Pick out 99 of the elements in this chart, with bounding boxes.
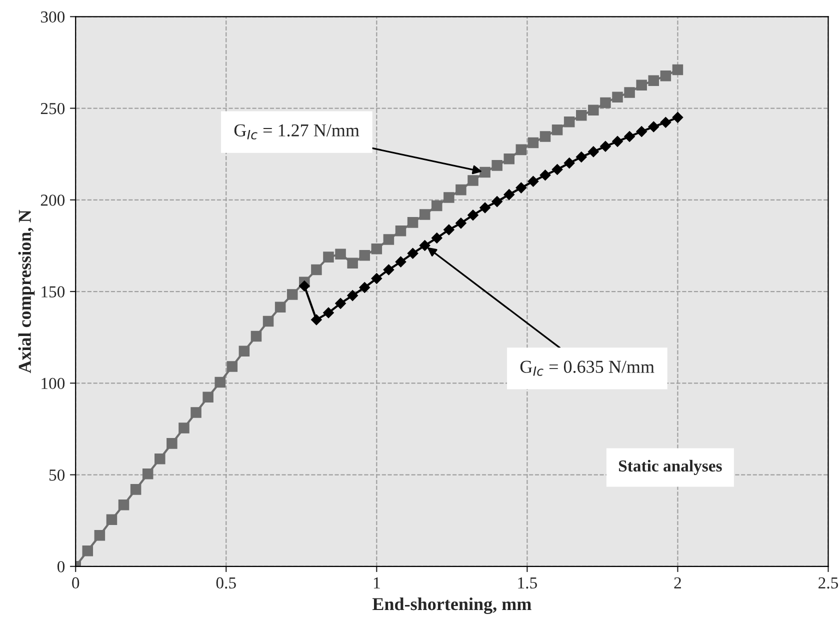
point [624, 131, 635, 142]
point [540, 131, 551, 142]
point [407, 217, 418, 228]
point [431, 232, 442, 244]
point [504, 189, 515, 200]
point [154, 453, 166, 464]
point [492, 196, 503, 207]
point [359, 282, 370, 293]
point [335, 298, 346, 309]
point [672, 64, 684, 76]
point [612, 92, 623, 102]
x-tick-label: 1.5 [518, 577, 537, 589]
point [468, 210, 478, 221]
x-tick-label: 2.5 [818, 577, 838, 589]
point [636, 126, 648, 137]
annotation: G$_{Ic}$ = 1.27 N/mm [234, 124, 360, 140]
point [371, 243, 382, 254]
x-axis-title: End-shortening, mm [372, 597, 532, 614]
point [672, 112, 684, 123]
x-tick-label: 1 [374, 577, 380, 588]
point [468, 175, 478, 186]
point [82, 545, 94, 556]
point [298, 280, 310, 292]
point [202, 392, 214, 402]
x-tick-label: 0.5 [216, 577, 236, 589]
point [588, 146, 599, 158]
point [178, 422, 190, 434]
point [214, 376, 226, 388]
point [528, 176, 539, 187]
point [552, 164, 563, 175]
point [456, 184, 466, 196]
point [130, 484, 142, 495]
point [564, 158, 575, 168]
point [238, 346, 250, 356]
point [226, 361, 238, 372]
point [600, 140, 611, 152]
y-tick-label: 300 [40, 11, 65, 23]
point [588, 104, 599, 116]
y-tick-label: 0 [57, 561, 65, 572]
y-tick-label: 200 [40, 194, 65, 206]
x-tick-label: 0 [72, 577, 80, 589]
point [311, 314, 322, 326]
point [576, 152, 587, 162]
point [564, 116, 575, 128]
point [648, 75, 660, 86]
point [540, 170, 551, 181]
y-axis-title: Axial compression, N [18, 210, 35, 374]
point [274, 302, 286, 312]
point [166, 438, 178, 449]
point [347, 258, 358, 268]
point [624, 87, 635, 98]
point [190, 407, 202, 418]
point [660, 116, 672, 128]
point [444, 192, 454, 203]
point [142, 468, 154, 480]
point [528, 137, 539, 148]
point [419, 209, 430, 220]
y-tick-label: 50 [49, 469, 65, 481]
point [359, 250, 370, 261]
point [383, 234, 394, 245]
point [395, 256, 406, 268]
point [335, 248, 346, 260]
point [407, 248, 418, 259]
point [456, 218, 466, 229]
point [431, 200, 442, 212]
point [323, 307, 334, 318]
point [311, 264, 322, 276]
x-tick-label: 2 [674, 577, 681, 588]
point [383, 264, 394, 276]
point [660, 70, 672, 82]
point [516, 182, 527, 194]
point [516, 144, 527, 156]
point [480, 202, 490, 214]
point [323, 252, 334, 262]
point [552, 124, 563, 136]
point [636, 80, 647, 91]
point [118, 499, 130, 510]
point [94, 530, 106, 541]
point [612, 136, 623, 147]
point [395, 225, 406, 236]
point [286, 289, 298, 300]
point [250, 330, 262, 342]
point [443, 224, 454, 236]
y-tick-label: 150 [42, 286, 65, 298]
point [419, 240, 430, 251]
y-tick-label: 100 [42, 378, 65, 390]
point [262, 316, 274, 327]
annotation: Static analyses [618, 460, 722, 476]
point [648, 121, 660, 132]
point [371, 273, 382, 284]
y-tick-label: 250 [40, 102, 65, 114]
point [576, 110, 587, 121]
point [347, 290, 358, 301]
point [504, 153, 514, 164]
point [106, 514, 118, 526]
point [492, 160, 502, 171]
annotation: G$_{Ic}$ = 0.635 N/mm [520, 360, 654, 376]
point [600, 97, 611, 108]
point [480, 166, 490, 178]
